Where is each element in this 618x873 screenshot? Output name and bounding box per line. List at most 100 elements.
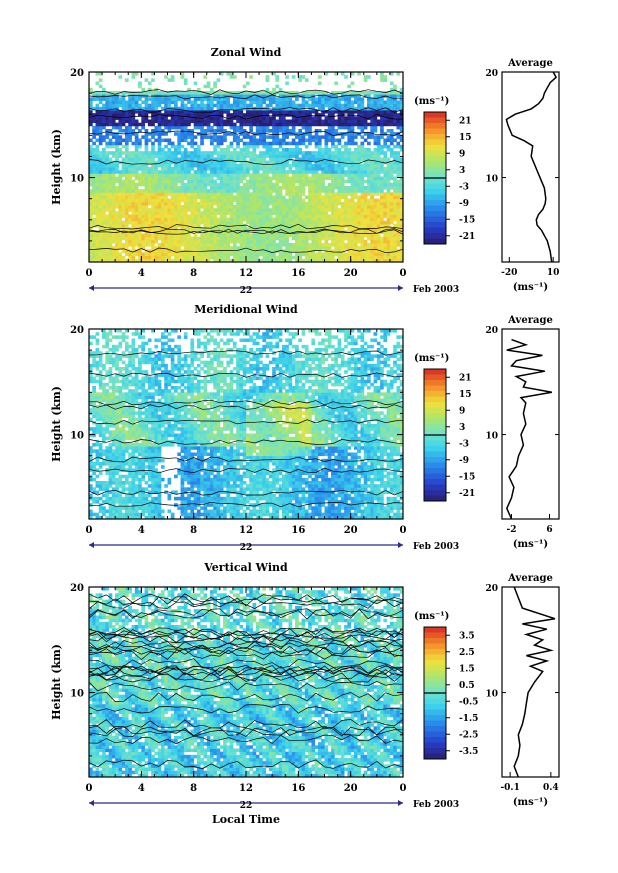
heatmap-cell <box>363 255 368 260</box>
heatmap-cell <box>340 220 345 225</box>
heatmap-cell <box>187 192 191 196</box>
heatmap-cell <box>275 167 280 171</box>
heatmap-cell <box>115 239 119 244</box>
heatmap-cell <box>314 224 319 228</box>
heatmap-cell <box>164 75 168 79</box>
colorbar-shade <box>424 178 446 184</box>
heatmap-cell <box>285 198 289 203</box>
heatmap-cell <box>252 186 257 190</box>
heatmap-cell <box>147 91 152 95</box>
heatmap-cell <box>363 243 368 247</box>
heatmap-cell <box>304 220 309 225</box>
heatmap-cell <box>242 163 247 168</box>
heatmap-cell <box>196 246 201 250</box>
heatmap-cell <box>317 186 322 190</box>
heatmap-cell <box>255 179 260 184</box>
heatmap-cell <box>105 201 110 206</box>
heatmap-cell <box>337 170 342 174</box>
heatmap-cell <box>259 125 263 130</box>
heatmap-cell <box>246 144 250 149</box>
heatmap-cell <box>344 246 348 250</box>
heatmap-cell <box>131 179 136 184</box>
heatmap-cell <box>92 220 96 225</box>
heatmap-cell <box>164 132 168 136</box>
heatmap-cell <box>124 198 129 203</box>
heatmap-cell <box>308 116 312 120</box>
heatmap-cell <box>115 186 119 190</box>
heatmap-cell <box>98 258 103 263</box>
heatmap-cell <box>111 258 116 263</box>
heatmap-cell <box>353 170 358 174</box>
heatmap-cell <box>154 249 159 253</box>
heatmap-cell <box>350 110 355 114</box>
heatmap-cell <box>232 236 237 241</box>
heatmap-cell <box>160 173 165 177</box>
heatmap-cell <box>223 160 227 165</box>
heatmap-cell <box>115 195 119 200</box>
heatmap-cell <box>138 144 142 149</box>
heatmap-cell <box>144 106 149 111</box>
heatmap-cell <box>308 189 312 193</box>
heatmap-cell <box>124 106 129 111</box>
heatmap-cell <box>95 246 100 250</box>
heatmap-cell <box>108 192 113 196</box>
heatmap-cell <box>98 160 103 165</box>
heatmap-cell <box>347 154 352 158</box>
heatmap-cell <box>259 141 263 146</box>
heatmap-cell <box>206 230 211 234</box>
heatmap-cell <box>174 116 178 120</box>
heatmap-cell <box>367 176 371 181</box>
heatmap-cell <box>255 110 260 114</box>
heatmap-cell <box>344 236 348 241</box>
heatmap-cell <box>89 195 93 200</box>
heatmap-cell <box>200 110 204 114</box>
heatmap-cell <box>367 179 371 184</box>
heatmap-cell <box>393 205 397 209</box>
heatmap-cell <box>259 97 263 101</box>
heatmap-cell <box>298 163 302 168</box>
heatmap-cell <box>380 125 384 130</box>
heatmap-cell <box>98 116 103 120</box>
heatmap-cell <box>331 106 335 111</box>
heatmap-cell <box>183 189 188 193</box>
heatmap-cell <box>232 211 237 215</box>
heatmap-cell <box>353 160 358 165</box>
heatmap-cell <box>291 148 296 152</box>
heatmap-cell <box>141 176 145 181</box>
heatmap-cell <box>327 189 332 193</box>
heatmap-cell <box>295 198 299 203</box>
heatmap-cell <box>134 91 139 95</box>
heatmap-cell <box>216 211 221 215</box>
heatmap-cell <box>285 129 289 133</box>
heatmap-cell <box>393 176 397 181</box>
heatmap-cell <box>393 87 397 92</box>
heatmap-cell <box>223 170 227 174</box>
heatmap-cell <box>311 103 316 108</box>
heatmap-cell <box>291 141 296 146</box>
heatmap-cell <box>278 195 283 200</box>
heatmap-cell <box>295 103 299 108</box>
heatmap-cell <box>314 186 319 190</box>
heatmap-cell <box>138 198 142 203</box>
heatmap-cell <box>285 233 289 238</box>
heatmap-cell <box>118 129 123 133</box>
heatmap-cell <box>193 195 198 200</box>
heatmap-cell <box>252 182 257 187</box>
heatmap-cell <box>121 103 126 108</box>
heatmap-cell <box>223 214 227 219</box>
heatmap-cell <box>376 233 381 238</box>
heatmap-cell <box>223 163 227 168</box>
heatmap-cell <box>216 125 221 130</box>
heatmap-cell <box>308 160 312 165</box>
heatmap-cell <box>121 195 126 200</box>
colorbar-shade <box>424 227 446 234</box>
heatmap-cell <box>92 246 96 250</box>
heatmap-cell <box>95 110 100 114</box>
heatmap-cell <box>95 211 100 215</box>
heatmap-cell <box>128 132 132 136</box>
heatmap-cell <box>92 116 96 120</box>
heatmap-cell <box>324 116 329 120</box>
heatmap-cell <box>115 135 119 139</box>
heatmap-cell <box>219 182 224 187</box>
heatmap-cell <box>98 201 103 206</box>
